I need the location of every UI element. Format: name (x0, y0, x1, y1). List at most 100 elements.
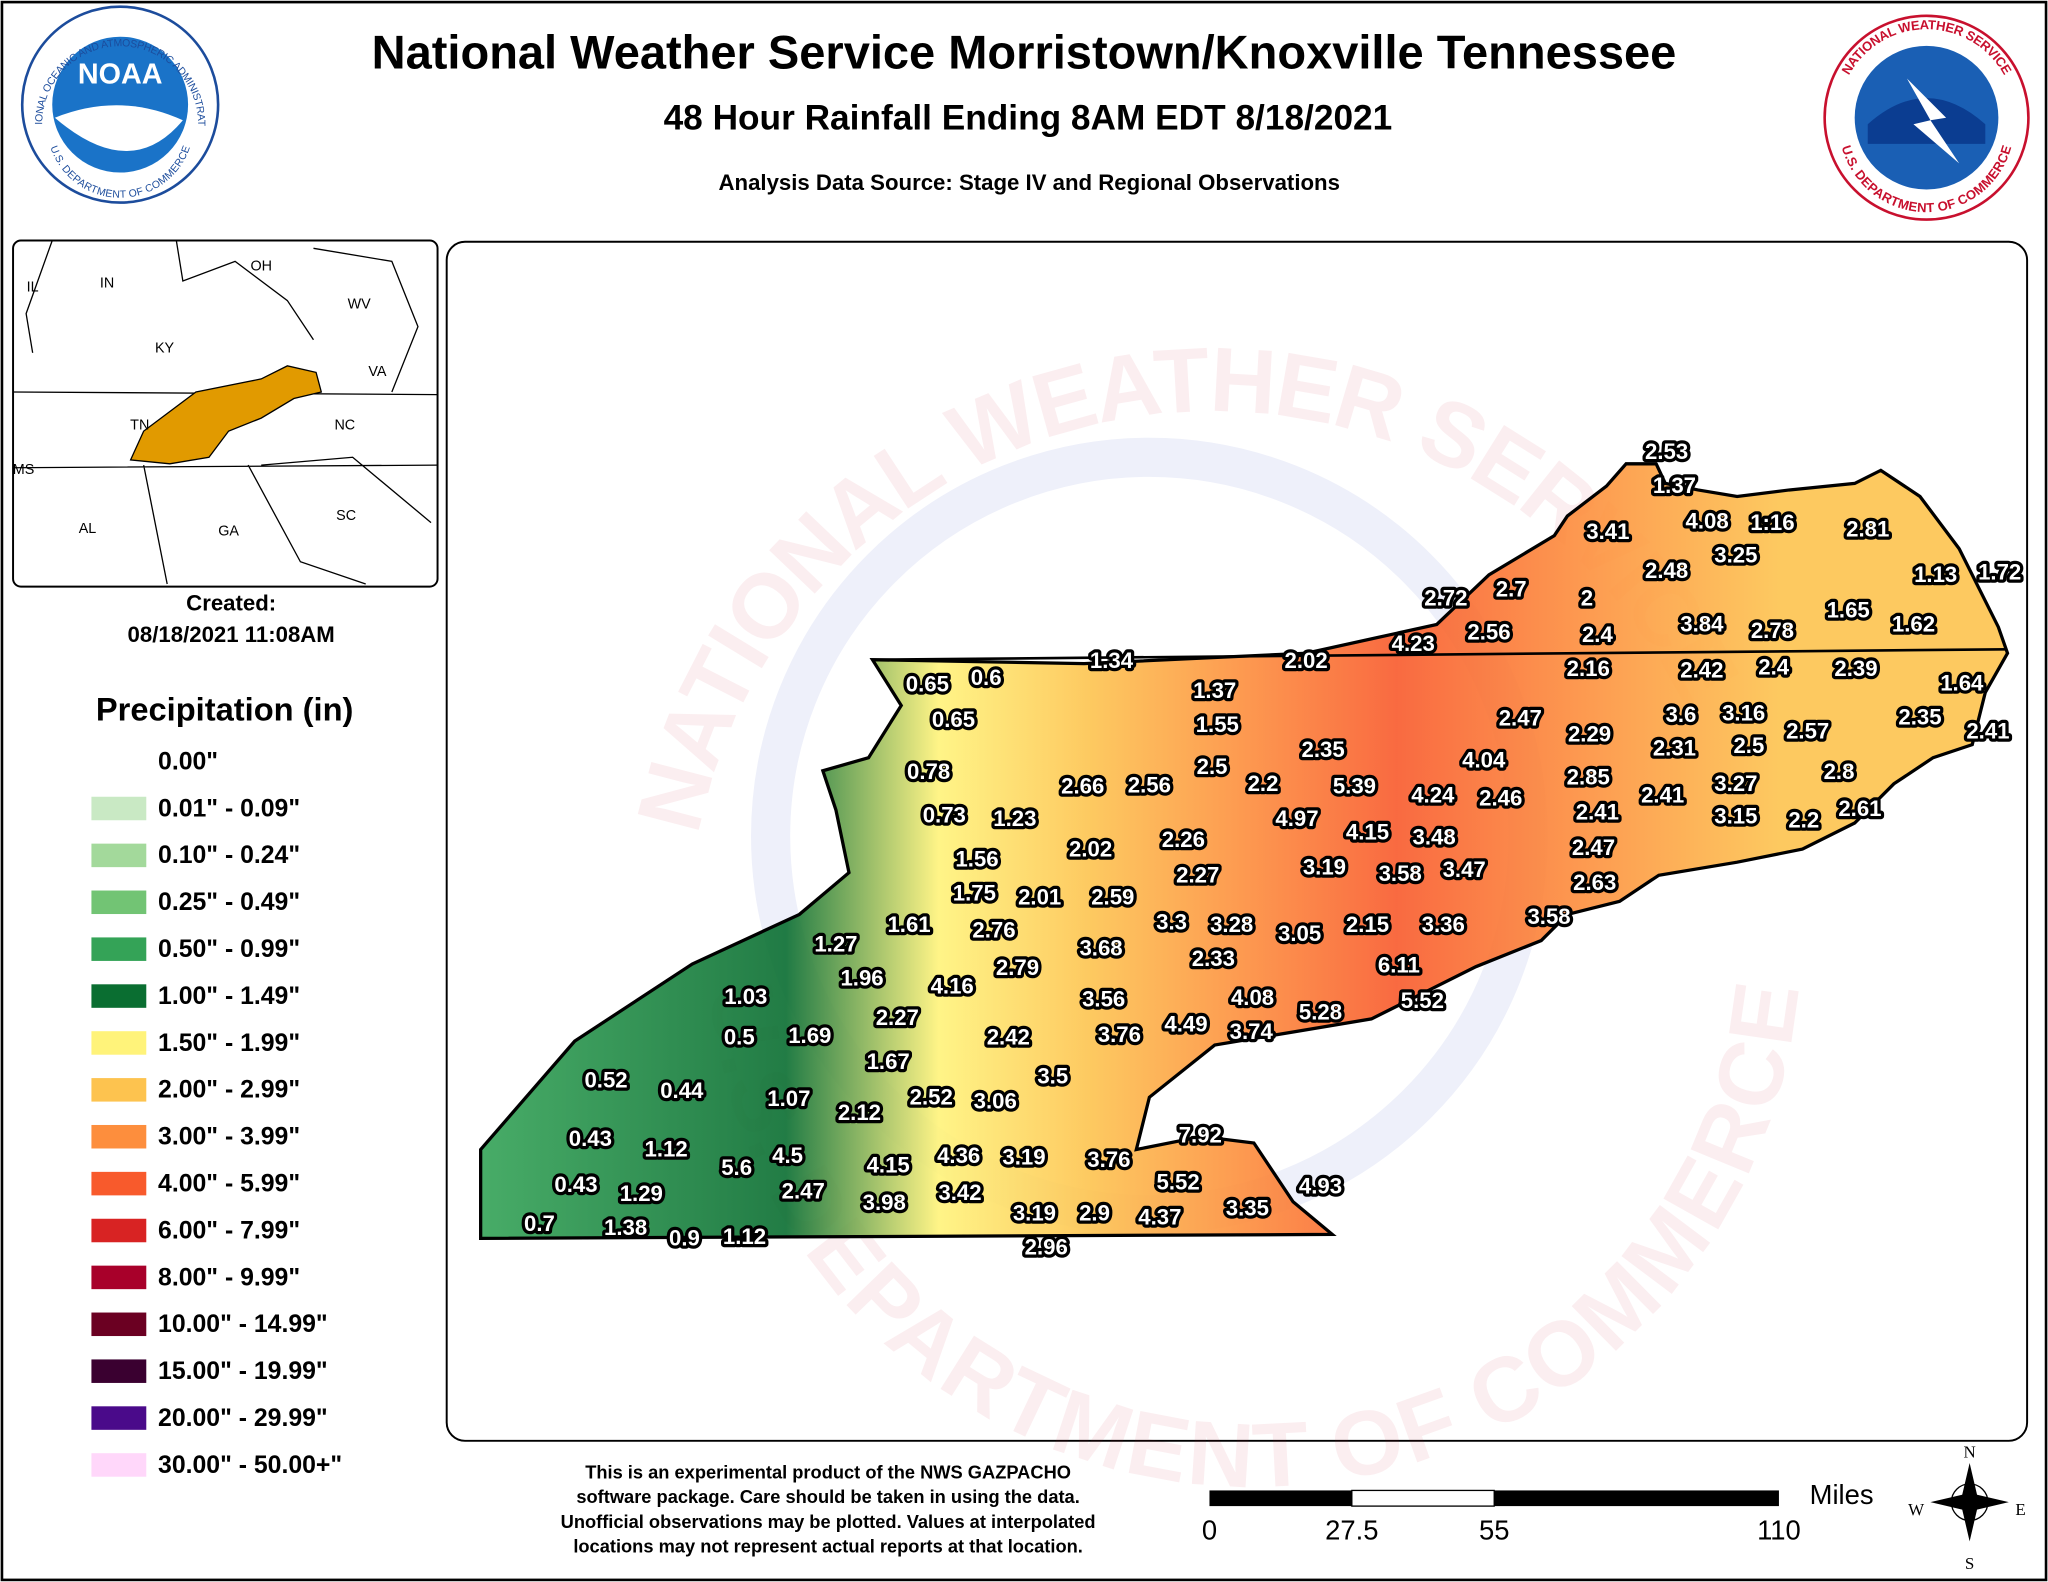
rainfall-value: 0.7 (524, 1211, 555, 1236)
rainfall-value: 2.2 (1248, 771, 1279, 796)
inset-region (129, 365, 323, 465)
rainfall-value: 2.01 (1018, 885, 1061, 910)
rainfall-value: 1.72 (1978, 559, 2021, 584)
rainfall-value: 3.06 (974, 1088, 1017, 1113)
created-datetime: 08/18/2021 11:08AM (128, 622, 335, 647)
rainfall-value: 4.23 (1392, 631, 1435, 656)
rainfall-value: 1.62 (1892, 612, 1935, 637)
rainfall-value: 1.27 (814, 932, 857, 957)
rainfall-value: 1.37 (1653, 473, 1696, 498)
rainfall-value: 6.11 (1378, 953, 1420, 978)
legend-swatch (91, 1124, 147, 1149)
rainfall-value: 3.19 (1002, 1145, 1045, 1170)
legend-label: 0.00" (158, 748, 218, 775)
rainfall-value: 2.46 (1479, 785, 1522, 810)
rainfall-value: 2.16 (1567, 656, 1610, 681)
legend-swatch (91, 1312, 147, 1337)
rainfall-value: 1:16 (1750, 510, 1794, 535)
rainfall-value: 3.35 (1226, 1195, 1269, 1220)
rainfall-value: 2.9 (1079, 1201, 1110, 1226)
rainfall-value: 1.34 (1090, 648, 1134, 673)
rainfall-value: 4.5 (772, 1143, 803, 1168)
state-label: VA (368, 364, 387, 380)
legend-label: 8.00" - 9.99" (158, 1264, 300, 1291)
scale-label: 27.5 (1325, 1514, 1378, 1545)
rainfall-value: 2.85 (1567, 764, 1610, 789)
rainfall-value: 5.28 (1299, 1000, 1342, 1025)
rainfall-value: 2.35 (1302, 737, 1345, 762)
created-label: Created: (186, 591, 276, 616)
state-label: IN (100, 275, 114, 291)
legend-swatch (91, 937, 147, 961)
title: National Weather Service Morristown/Knox… (372, 26, 1677, 79)
rainfall-value: 3.47 (1443, 857, 1486, 882)
legend-swatch (91, 796, 147, 821)
footnote-line: locations may not represent actual repor… (573, 1536, 1083, 1557)
rainfall-value: 2.57 (1786, 719, 1829, 744)
state-label: IL (27, 279, 39, 295)
rainfall-value: 1.69 (788, 1023, 831, 1048)
rainfall-value: 3.74 (1230, 1019, 1274, 1044)
compass-circle (1950, 1483, 1989, 1522)
rainfall-value: 3.27 (1714, 771, 1757, 796)
scale-label: 110 (1757, 1514, 1801, 1545)
rainfall-value: 2.35 (1898, 704, 1941, 729)
legend-swatch (91, 1078, 147, 1102)
rainfall-value: 2.42 (987, 1024, 1030, 1049)
legend-label: 3.00" - 3.99" (158, 1124, 300, 1151)
rainfall-value: 2.31 (1653, 736, 1696, 761)
noaa-bird (54, 105, 183, 152)
rainfall-value: 4.49 (1164, 1011, 1207, 1036)
rainfall-value: 4.08 (1686, 508, 1729, 533)
noaa-name: NOAA (78, 58, 163, 90)
rainfall-value: 2.59 (1091, 885, 1134, 910)
rainfall-value: 2.2 (1788, 808, 1819, 833)
legend-swatch (91, 890, 147, 915)
footnote-line: This is an experimental product of the N… (585, 1461, 1071, 1482)
rainfall-value: 1.12 (723, 1224, 766, 1249)
rainfall-value: 2.56 (1128, 772, 1171, 797)
rainfall-value: 2.72 (1424, 586, 1467, 611)
rainfall-value: 2.42 (1680, 657, 1723, 682)
rainfall-value: 2.47 (1499, 706, 1542, 731)
compass-e: E (2015, 1500, 2025, 1519)
rainfall-value: 3.76 (1098, 1022, 1141, 1047)
rainfall-value: 1.13 (1914, 562, 1957, 587)
rainfall-value: 2.02 (1285, 648, 1328, 673)
legend-label: 0.01" - 0.09" (158, 795, 300, 822)
rainfall-value: 2.48 (1645, 558, 1688, 583)
rainfall-value: 2.4 (1582, 622, 1614, 647)
legend-label: 0.25" - 0.49" (158, 889, 300, 916)
rainfall-value: 4.97 (1275, 806, 1318, 831)
rainfall-value: 3.76 (1087, 1147, 1130, 1172)
rainfall-value: 3.19 (1013, 1201, 1056, 1226)
scale-bar (1209, 1489, 1779, 1507)
rainfall-value: 2.26 (1162, 827, 1205, 852)
rainfall-value: 1.55 (1196, 712, 1239, 737)
state-label: GA (218, 524, 239, 540)
rainfall-value: 1.38 (604, 1215, 647, 1240)
rainfall-value: 1.12 (645, 1137, 688, 1162)
legend-swatch (91, 1265, 147, 1290)
rainfall-value: 0.5 (724, 1024, 755, 1049)
rainfall-value: 2.66 (1061, 774, 1104, 799)
rainfall-value: 2.27 (876, 1005, 919, 1030)
legend-swatch (91, 1453, 147, 1477)
rainfall-value: 4.36 (937, 1143, 980, 1168)
legend-label: 2.00" - 2.99" (158, 1077, 300, 1104)
rainfall-value: 3.84 (1680, 612, 1724, 637)
rainfall-value: 4.04 (1462, 747, 1506, 772)
rainfall-value: 0.9 (669, 1226, 700, 1251)
rainfall-value: 1.07 (767, 1086, 810, 1111)
rainfall-value: 3.5 (1037, 1064, 1068, 1089)
rainfall-value: 1.75 (953, 881, 996, 906)
legend-label: 15.00" - 19.99" (158, 1358, 328, 1385)
forecast-area (479, 462, 2010, 1240)
rainfall-value: 3.3 (1156, 909, 1187, 934)
rainfall-value: 0.52 (584, 1067, 627, 1092)
rainfall-value: 3.19 (1303, 855, 1346, 880)
rainfall-value: 3.68 (1079, 936, 1122, 961)
rainfall-value: 1.64 (1940, 670, 1984, 695)
rainfall-value: 3.58 (1527, 904, 1570, 929)
